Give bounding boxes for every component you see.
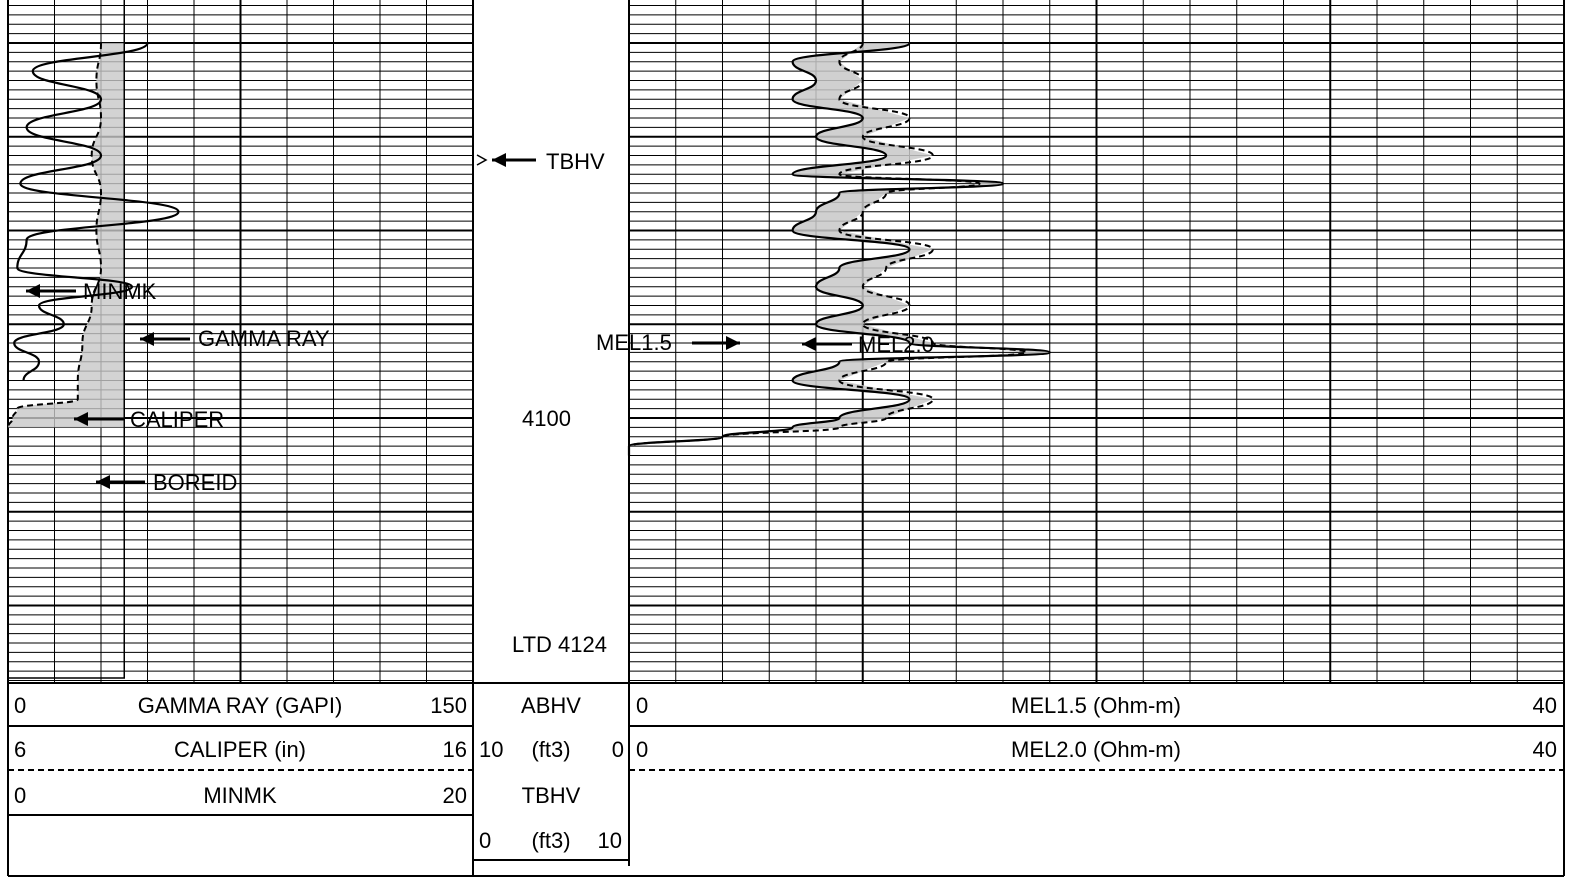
hdr-mel20-min: 0 xyxy=(636,737,648,762)
label-minmk: MINMK xyxy=(83,279,157,304)
mel15-arrow-head xyxy=(726,336,740,350)
mel20-curve xyxy=(628,42,1028,456)
tbhv-marker xyxy=(476,154,488,166)
minmk-arrow-head xyxy=(26,284,40,298)
hdr-gr-max: 150 xyxy=(430,693,467,718)
header-lines xyxy=(8,0,1564,876)
depth-marker-4100: 4100 xyxy=(522,406,571,431)
hdr-mel20-max: 40 xyxy=(1533,737,1557,762)
label-boreid: BOREID xyxy=(153,470,237,495)
hdr-abhv-min: 10 xyxy=(479,737,503,762)
hdr-minmk-title: MINMK xyxy=(203,783,277,808)
caliper-curve xyxy=(7,42,103,428)
hdr-cal-max: 16 xyxy=(443,737,467,762)
mel15-curve xyxy=(627,41,1051,456)
hdr-mel15-min: 0 xyxy=(636,693,648,718)
boreid-arrow-head xyxy=(96,475,110,489)
hdr-cal-title: CALIPER (in) xyxy=(174,737,306,762)
hdr-minmk-min: 0 xyxy=(14,783,26,808)
label-gamma-ray: GAMMA RAY xyxy=(198,326,330,351)
label-mel15: MEL1.5 xyxy=(596,330,672,355)
label-caliper: CALIPER xyxy=(130,407,224,432)
hdr-cal-min: 6 xyxy=(14,737,26,762)
hdr-gr-min: 0 xyxy=(14,693,26,718)
hdr-tbhv-min: 0 xyxy=(479,828,491,853)
hdr-abhv-title: ABHV xyxy=(521,693,581,718)
caliper-fill xyxy=(8,43,125,428)
hdr-tbhv-max: 10 xyxy=(598,828,622,853)
boreid-curve xyxy=(8,0,125,679)
annotation-arrows xyxy=(26,153,852,489)
curve-fills xyxy=(8,43,1050,456)
caliper-arrow-head xyxy=(74,412,88,426)
hdr-abhv-unit: (ft3) xyxy=(531,737,570,762)
tbhv-arrow-head xyxy=(492,153,506,167)
mel20-arrow-head xyxy=(802,337,816,351)
log-curves xyxy=(7,0,1051,679)
hdr-minmk-max: 20 xyxy=(443,783,467,808)
hdr-mel15-title: MEL1.5 (Ohm-m) xyxy=(1011,693,1181,718)
hdr-gr-title: GAMMA RAY (GAPI) xyxy=(138,693,343,718)
total-depth-marker: LTD 4124 xyxy=(512,632,607,657)
hdr-mel15-max: 40 xyxy=(1533,693,1557,718)
label-tbhv: TBHV xyxy=(546,149,605,174)
hdr-mel20-title: MEL2.0 (Ohm-m) xyxy=(1011,737,1181,762)
gamma-ray-arrow-head xyxy=(140,332,154,346)
hdr-tbhv-unit: (ft3) xyxy=(531,828,570,853)
gamma-ray-curve xyxy=(13,42,180,381)
hdr-tbhv-title: TBHV xyxy=(522,783,581,808)
label-mel20: MEL2.0 xyxy=(858,332,934,357)
mel-fill xyxy=(629,43,1050,456)
hdr-abhv-max: 0 xyxy=(612,737,624,762)
